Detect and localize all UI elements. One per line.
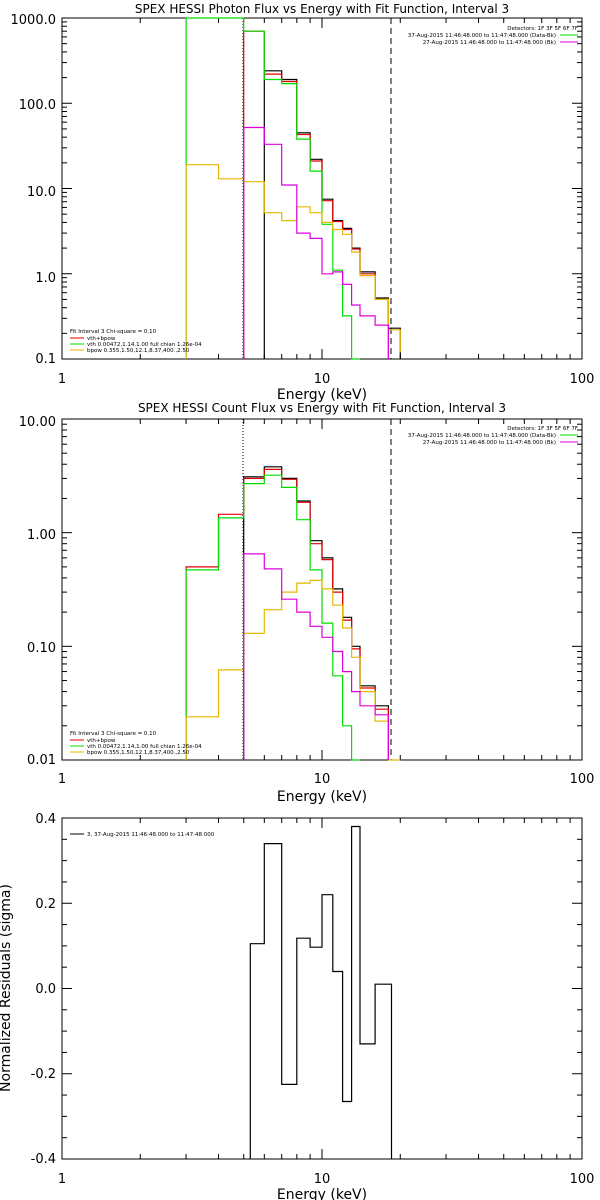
panel1-background-histogram [243, 126, 389, 359]
panel1-ytick-label-1: 1.0 [35, 271, 56, 286]
panel3-xtick-label-1: 1 [58, 1172, 66, 1187]
panel3-plot-frame [61, 817, 583, 1160]
panel2-nonthermal-histogram [185, 579, 401, 761]
panel1-legend-entry-total: vth+bpow [87, 336, 116, 342]
panel1-legend-detectors: Detectors: 1F 3F 5F 6F 7F [507, 26, 578, 32]
panel2-legend-fit-header: Fit Interval 3 Chi-square = 0.10 [70, 731, 157, 737]
panel3-y-axis-label: Normalized Residuals (sigma) [0, 884, 14, 1092]
panel2-background-histogram [243, 553, 389, 760]
panel2-xtick-label-10: 10 [314, 772, 331, 787]
panel1-xtick-label-1: 1 [58, 372, 66, 387]
panel2-legend-data-line: 37-Aug-2015 11:46:48.000 to 11:47:48.000… [408, 433, 556, 439]
panel1-xtick-label-100: 100 [570, 372, 595, 387]
panel1-xtick-label-10: 10 [314, 372, 331, 387]
panel1-series [185, 17, 401, 360]
panel2-ytick-label-2: 1.00 [27, 528, 56, 543]
count-flux-panel: SPEX HESSI Count Flux vs Energy with Fit… [19, 401, 595, 805]
panel2-ytick-label-1: 0.10 [27, 641, 56, 656]
panel1-title: SPEX HESSI Photon Flux vs Energy with Fi… [135, 2, 509, 16]
panel3-residuals-histogram [249, 825, 393, 1159]
panel3-axis-ticks [61, 817, 582, 1160]
panel2-thermal-histogram [185, 474, 360, 761]
panel1-legend-data-line: 37-Aug-2015 11:46:48.000 to 11:47:48.000… [408, 33, 556, 39]
panel2-title: SPEX HESSI Count Flux vs Energy with Fit… [138, 401, 506, 415]
panel3-ytick-label-1: -0.2 [31, 1067, 56, 1082]
panel1-legend-entry-nonthermal: bpow 0.355,1.50,12.1,8.37,400.,2.50 [87, 348, 190, 354]
panel2-legend-entry-thermal: vth 0.00472,1.14,1.00 full chian 1.26e-0… [87, 744, 202, 750]
panel1-ytick-label-2: 10.0 [27, 185, 56, 200]
panel3-ytick-label-3: 0.2 [35, 897, 56, 912]
panel3-series [249, 825, 393, 1159]
panel2-series [185, 466, 401, 761]
photon-flux-panel: SPEX HESSI Photon Flux vs Energy with Fi… [11, 2, 595, 403]
panel2-axis-ticks [61, 419, 582, 761]
panel1-x-axis-label: Energy (keV) [277, 387, 367, 403]
panel1-total_fit-histogram [243, 30, 389, 359]
panel3-ytick-label-2: 0.0 [35, 982, 56, 997]
panel1-legend-fit-header: Fit Interval 3 Chi-square = 0.10 [70, 329, 157, 335]
panel2-legend-detectors: Detectors: 1F 3F 5F 6F 7F [507, 426, 578, 432]
panel3-x-axis-label: Energy (keV) [277, 1187, 367, 1200]
panel3-legend-entry: 3, 37-Aug-2015 11:46:48.000 to 11:47:48.… [87, 832, 215, 838]
panel2-legend-entry-total: vth+bpow [87, 738, 116, 744]
panel1-ytick-label-3: 100.0 [19, 98, 56, 113]
panel1-legend-entry-thermal: vth 0.00472,1.14,1.00 full chian 1.26e-0… [87, 342, 202, 348]
panel1-ytick-label-4: 1000.0 [11, 13, 57, 28]
panel1-legend-bk-line: 27-Aug-2015 11:46:48.000 to 11:47:48.000… [423, 40, 556, 46]
panel3-ytick-label-4: 0.4 [35, 812, 56, 827]
residuals-panel: 1 10 100 -0.4 -0.2 0.0 0.2 0.4 Energy (k… [0, 812, 594, 1200]
panel2-legend-bk-line: 27-Aug-2015 11:46:48.000 to 11:47:48.000… [423, 440, 556, 446]
panel2-data-histogram [243, 466, 389, 760]
panel2-ytick-label-0: 0.01 [27, 753, 56, 768]
panel3-xtick-label-10: 10 [314, 1172, 331, 1187]
panel3-ytick-label-0: -0.4 [31, 1152, 56, 1167]
panel1-data-histogram [263, 70, 401, 359]
panel2-legend-entry-nonthermal: bpow 0.355,1.50,12.1,8.37,400.,2.50 [87, 750, 190, 756]
panel1-thermal-histogram [185, 17, 360, 360]
panel2-xtick-label-100: 100 [570, 772, 595, 787]
panel2-xtick-label-1: 1 [58, 772, 66, 787]
panel1-ytick-label-0: 0.1 [35, 352, 56, 367]
panel3-xtick-label-100: 100 [570, 1172, 595, 1187]
panel2-x-axis-label: Energy (keV) [277, 789, 367, 805]
panel2-ytick-label-3: 10.00 [19, 415, 56, 430]
panel1-nonthermal-histogram [185, 164, 401, 359]
